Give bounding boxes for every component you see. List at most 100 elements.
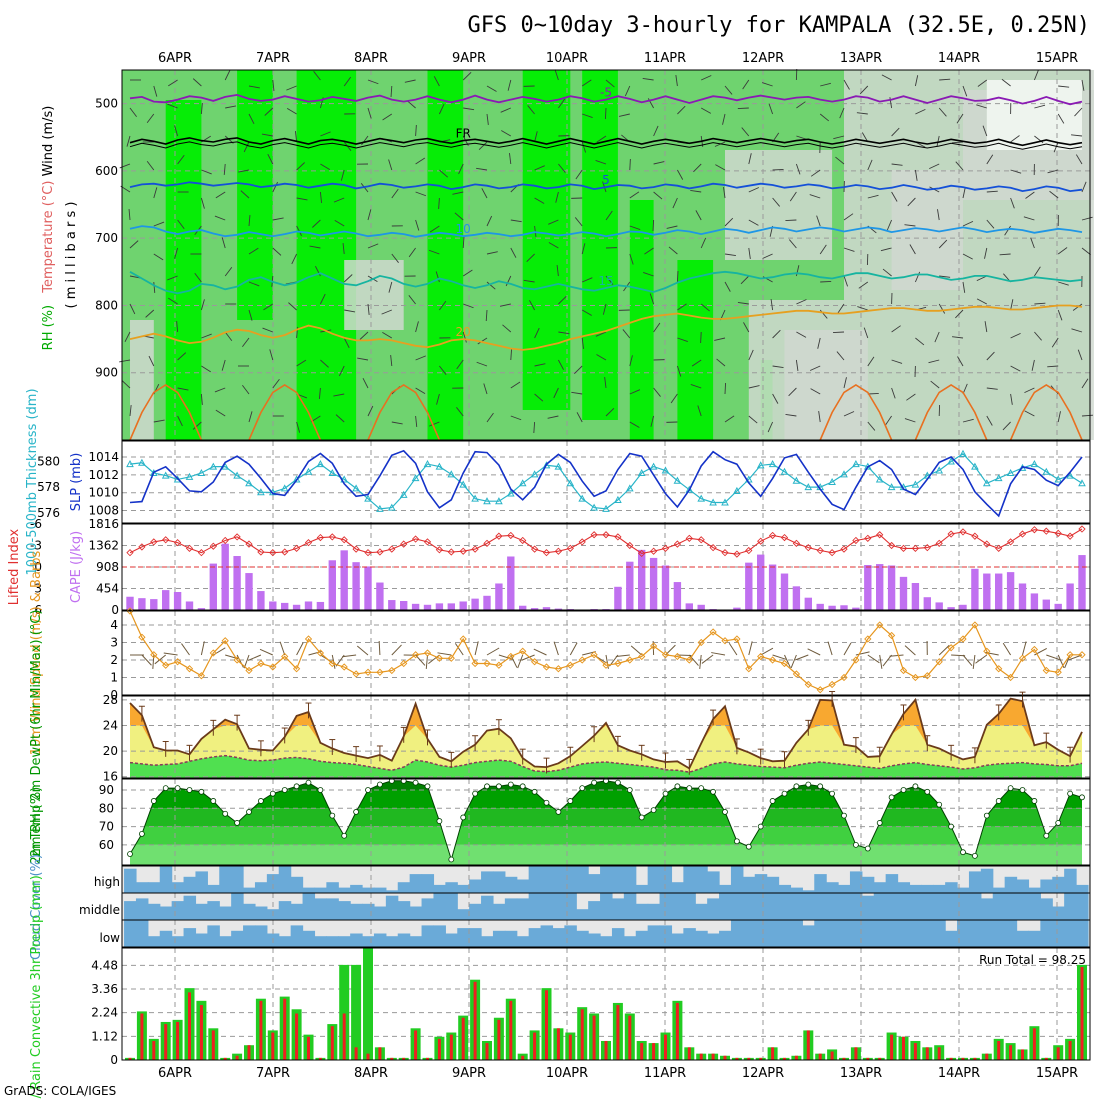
wind-barb <box>833 135 845 140</box>
wind-barb <box>906 393 916 401</box>
lifted-index-marker <box>459 547 467 555</box>
cloud-cell-low <box>873 920 887 947</box>
wind-barb <box>458 163 464 175</box>
rh2m-marker <box>650 807 657 814</box>
lifted-index-marker <box>1066 532 1074 540</box>
wind-barb <box>408 295 416 305</box>
wind-barb <box>986 415 993 426</box>
lifted-index-marker <box>328 533 336 541</box>
wind-barb <box>248 309 253 321</box>
cloud-cell-low <box>1040 920 1053 947</box>
wind-barb <box>618 113 630 117</box>
cloud-cell-high <box>683 866 696 893</box>
wind-speed-marker <box>566 661 574 669</box>
wind-speed-marker <box>638 652 646 661</box>
wind-barb <box>938 303 946 314</box>
wind-barb <box>595 331 607 337</box>
cloud-cell-high <box>897 882 911 893</box>
precip-convective-bar <box>854 1047 858 1060</box>
wind-barb <box>581 309 592 316</box>
t2m-tick-label: 20 <box>103 744 118 758</box>
wind-barb <box>986 219 995 229</box>
wind-barb <box>1034 104 1046 109</box>
thickness-marker <box>828 477 836 485</box>
cloud-cell-middle <box>159 906 173 920</box>
rh2m-marker <box>936 801 943 808</box>
cape-bar <box>792 586 801 610</box>
cloud-cell-low <box>790 920 803 947</box>
wind-barb <box>666 225 678 229</box>
wind-barb <box>481 188 488 199</box>
wind-barb <box>146 160 155 171</box>
wind-barb <box>700 303 710 312</box>
wind-barb <box>904 224 916 227</box>
cape-bar <box>554 608 563 610</box>
wind-barb <box>856 112 868 115</box>
cape-bar <box>1054 603 1062 610</box>
wind-barb <box>200 103 203 115</box>
wind-barb <box>319 191 322 203</box>
wind-barb <box>296 642 304 656</box>
cloud-cell-low <box>469 928 482 947</box>
precip-convective-bar <box>747 1057 751 1060</box>
wind-barb <box>938 239 948 249</box>
wind-barb <box>820 82 831 87</box>
wind-barb <box>982 125 988 137</box>
wind-barb <box>201 365 211 373</box>
date-label: 13APR <box>840 51 882 66</box>
wind-barb <box>1081 181 1087 193</box>
wind-barb <box>796 331 807 338</box>
cloud-cell-middle <box>980 898 994 920</box>
t2m-ylabel: 2m Temp 2m DewPt (6hr Min/Max) (°C) <box>29 610 44 865</box>
wind-speed-marker <box>661 651 670 659</box>
wind-speed-marker <box>1066 651 1074 659</box>
wind-barb <box>816 215 821 227</box>
wind-speed-marker <box>1078 651 1086 659</box>
lifted-index-marker <box>816 546 824 555</box>
cape-bar <box>233 556 241 610</box>
wind-barb <box>748 415 758 424</box>
cloud-cell-middle <box>707 898 720 920</box>
cape-bar <box>733 607 741 610</box>
wind-barb <box>381 309 392 315</box>
cloud-cell-middle <box>659 893 673 920</box>
cloud-cell-high <box>802 890 815 893</box>
wind-barb <box>1057 309 1063 321</box>
rh-moist-patch <box>237 70 273 320</box>
wind-barb <box>501 130 512 137</box>
cape-bar <box>959 604 967 610</box>
wind-barb <box>605 79 615 88</box>
wind-barb <box>367 303 370 315</box>
wind-barb <box>438 197 440 210</box>
wind-barb <box>163 652 178 656</box>
cloud-cell-high <box>504 876 518 893</box>
cape-bar <box>304 601 313 610</box>
wind-barb <box>429 421 440 427</box>
wind-barb <box>438 103 445 115</box>
wind-barb <box>452 191 464 195</box>
wind-barb <box>476 167 488 171</box>
rh2m-marker <box>912 783 919 790</box>
wind-barb <box>581 79 592 87</box>
cloud-cell-middle <box>992 893 1006 920</box>
thickness-marker <box>149 468 158 477</box>
wind-barb <box>810 388 821 395</box>
wind-barb <box>784 654 791 668</box>
wind-barb <box>891 163 903 166</box>
precip-convective-bar <box>783 1057 786 1060</box>
lifted-index-marker <box>495 532 503 540</box>
wind-barb <box>1072 303 1083 311</box>
wind-barb <box>722 113 726 125</box>
cloud-cell-middle <box>968 893 982 920</box>
wind10m-background <box>122 611 1090 695</box>
wind-barb <box>1010 393 1013 405</box>
wind-barb <box>388 281 393 293</box>
wind-barb <box>711 652 726 656</box>
cloud-row-label-low: low <box>100 931 121 945</box>
rh2m-marker <box>924 788 931 795</box>
wind-barb <box>154 654 167 665</box>
cloud-cell-low <box>707 933 720 947</box>
lifted-index-marker <box>840 545 848 553</box>
rh2m-marker <box>329 812 336 819</box>
thickness-marker <box>471 494 479 502</box>
